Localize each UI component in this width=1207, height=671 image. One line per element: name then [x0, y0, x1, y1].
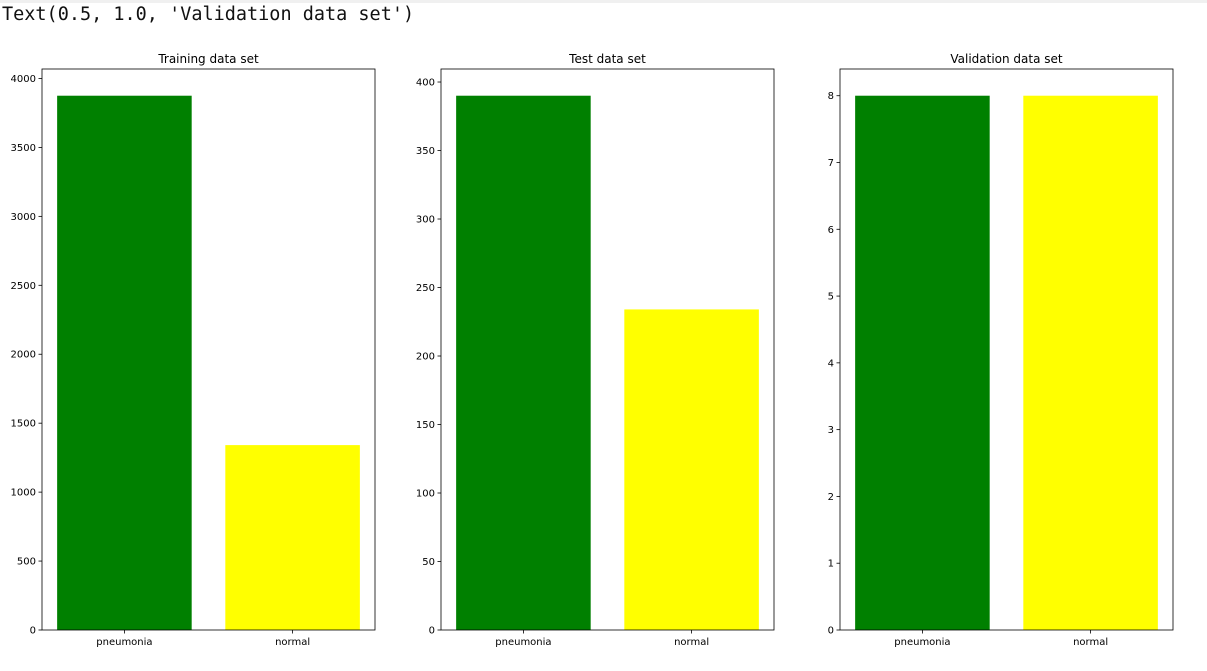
subplot-title: Training data set: [157, 52, 259, 66]
bar-normal: [624, 309, 759, 630]
y-tick-label: 2500: [11, 281, 36, 292]
y-tick-label: 1: [828, 559, 834, 570]
y-tick-label: 0: [429, 626, 435, 637]
y-tick-label: 3: [828, 425, 834, 436]
y-tick-label: 200: [416, 352, 435, 363]
bar-pneumonia: [456, 95, 591, 630]
y-tick-label: 2000: [11, 350, 36, 361]
y-tick-label: 250: [416, 283, 435, 294]
y-tick-label: 8: [828, 91, 834, 102]
y-tick-label: 4: [828, 358, 834, 369]
y-tick-label: 50: [422, 557, 435, 568]
bar-normal: [225, 445, 360, 630]
y-tick-label: 100: [416, 489, 435, 500]
axes-frame: [839, 68, 1174, 631]
subplot-3: 0 1 2 3 4 5 6 7 8 pneumonia normal Validation data …: [828, 52, 1174, 648]
y-tick-label: 300: [416, 215, 435, 226]
y-tick-label: 3000: [11, 212, 36, 223]
subplot-1: 0 500 1000 1500 2000 2500 3000 3500 4000 pneumoni…: [11, 52, 376, 648]
y-tick-label: 500: [17, 557, 36, 568]
bar-pneumonia: [855, 95, 990, 630]
y-tick-label: 3500: [11, 143, 36, 154]
bar-normal: [1023, 95, 1158, 630]
y-tick-label: 350: [416, 146, 435, 157]
y-tick-label: 2: [828, 492, 834, 503]
y-tick-label: 150: [416, 420, 435, 431]
y-tick-label: 7: [828, 158, 834, 169]
axes-frame: [41, 68, 376, 631]
subplot-2: 0 50 100 150 200 250 300 350 400 pneumonia normal T…: [416, 52, 775, 648]
y-tick-label: 1500: [11, 419, 36, 430]
cell-separator: [0, 0, 1207, 3]
x-tick-label: pneumonia: [96, 637, 152, 648]
y-tick-label: 6: [828, 225, 834, 236]
x-tick-label: pneumonia: [894, 637, 950, 648]
subplot-title: Validation data set: [950, 52, 1063, 66]
y-tick-label: 0: [30, 626, 36, 637]
y-tick-label: 1000: [11, 488, 36, 499]
cell-output-text: Text(0.5, 1.0, 'Validation data set'): [2, 4, 415, 25]
y-tick-label: 0: [828, 626, 834, 637]
axes-frame: [440, 68, 775, 631]
y-tick-label: 5: [828, 292, 834, 303]
y-tick-label: 4000: [11, 74, 36, 85]
x-tick-label: pneumonia: [495, 637, 551, 648]
x-tick-label: normal: [275, 637, 310, 648]
bar-pneumonia: [57, 95, 192, 630]
x-tick-label: normal: [674, 637, 709, 648]
subplot-title: Test data set: [568, 52, 646, 66]
y-tick-label: 400: [416, 78, 435, 89]
x-tick-label: normal: [1073, 637, 1108, 648]
